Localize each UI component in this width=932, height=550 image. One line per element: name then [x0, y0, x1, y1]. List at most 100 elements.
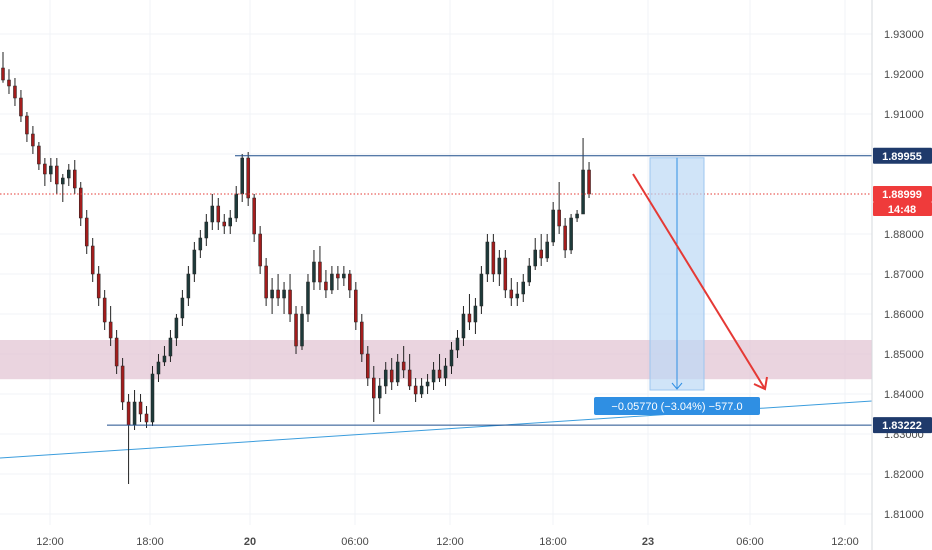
candle-down: [318, 261, 322, 283]
price-tick-label: 1.84000: [884, 389, 924, 401]
candle-down: [252, 197, 256, 235]
demand-zone[interactable]: [0, 340, 872, 380]
candle-down: [114, 337, 119, 367]
candle-up: [533, 249, 537, 267]
candle-down: [563, 225, 567, 251]
time-axis-ticks: 12:00 18:00 20 06:00 12:00 18:00 23 06:00 12:00: [36, 536, 859, 548]
forecast-arrow[interactable]: [632, 173, 768, 391]
candle-down: [43, 163, 47, 175]
candle-down: [78, 187, 83, 219]
candle-up: [174, 317, 179, 339]
candle-down: [354, 289, 358, 323]
countdown-tag: [873, 202, 932, 217]
candle-down: [360, 321, 364, 355]
candle-down: [294, 313, 298, 347]
candle-down: [120, 365, 125, 403]
candle-down: [19, 97, 23, 117]
candle-down: [246, 157, 250, 199]
candle-up: [342, 273, 346, 279]
price-tick-label: 1.88000: [884, 229, 924, 241]
candle-down: [324, 281, 328, 291]
candle-down: [407, 369, 412, 387]
price-axis[interactable]: 1.930001.920001.910001.900001.880001.870…: [871, 0, 924, 550]
candle-up: [180, 297, 185, 319]
candle-up: [300, 313, 304, 347]
candle-up: [228, 217, 232, 227]
price-tick-label: 1.92000: [884, 69, 924, 81]
candle-down: [25, 115, 29, 135]
candle-down: [413, 385, 418, 395]
candle-up: [431, 369, 436, 383]
candle-down: [288, 289, 292, 315]
candle-down: [102, 297, 107, 323]
time-tick-label: 06:00: [736, 536, 764, 548]
price-tick-label: 1.86000: [884, 309, 924, 321]
support-price-tag: [873, 417, 932, 434]
candle-up: [240, 157, 244, 195]
candle-up: [198, 237, 203, 251]
candle-up: [282, 289, 286, 299]
candle-up: [569, 217, 573, 251]
candle-up: [425, 381, 430, 387]
candle-up: [461, 313, 466, 339]
candle-down: [84, 217, 89, 247]
time-axis[interactable]: 12:00 18:00 20 06:00 12:00 18:00 23 06:00 12:00: [36, 536, 859, 548]
candle-up: [67, 169, 71, 179]
candle-down: [13, 85, 17, 99]
candle-up: [156, 361, 161, 375]
candle-down: [55, 165, 59, 185]
candle-down: [31, 133, 35, 147]
candle-down: [144, 413, 149, 423]
candle-down: [539, 249, 543, 259]
price-tags: 1.89955 1.88999 14:48 1.83222: [873, 147, 932, 434]
candle-up: [455, 337, 460, 351]
measure-label-background: [594, 397, 760, 415]
candle-up: [186, 273, 191, 299]
candle-up: [527, 265, 531, 283]
candle-down: [264, 265, 268, 299]
candle-up: [551, 209, 555, 243]
price-tick-label: 1.93000: [884, 29, 924, 41]
candle-down: [108, 321, 113, 339]
candle-up: [150, 373, 155, 423]
candle-up: [210, 205, 215, 223]
candle-up: [485, 241, 490, 275]
time-tick-label: 12:00: [436, 536, 464, 548]
time-tick-label: 06:00: [341, 536, 369, 548]
forecast-arrow-head: [753, 376, 768, 391]
candle-up: [61, 177, 65, 185]
candle-down: [216, 205, 221, 223]
price-axis-ticks: 1.930001.920001.910001.900001.880001.870…: [884, 29, 924, 521]
measure-label: −0.05770 (−3.04%) −577.0: [611, 401, 742, 413]
candle-up: [270, 289, 274, 299]
candle-up: [581, 169, 585, 215]
candle-down: [372, 377, 376, 399]
candle-down: [509, 289, 514, 299]
time-tick-label: 20: [244, 536, 256, 548]
price-tick-label: 1.87000: [884, 269, 924, 281]
candlestick-series: [1, 52, 591, 484]
time-tick-label: 18:00: [539, 536, 567, 548]
candle-up: [168, 337, 173, 357]
support-price-label: 1.83222: [882, 420, 922, 432]
time-tick-label: 18:00: [136, 536, 164, 548]
candle-up: [234, 193, 238, 219]
candle-up: [443, 365, 448, 379]
candle-up: [545, 241, 549, 259]
candle-down: [276, 289, 280, 299]
candle-down: [90, 245, 95, 275]
countdown-label: 14:48: [888, 204, 916, 216]
candle-down: [348, 273, 352, 291]
candle-up: [383, 369, 388, 387]
candle-up: [419, 385, 424, 395]
resistance-price-label: 1.89955: [882, 151, 922, 163]
candle-up: [473, 305, 478, 323]
candle-down: [73, 169, 77, 189]
candle-up: [449, 349, 454, 367]
candle-down: [258, 233, 262, 267]
candle-down: [138, 401, 143, 415]
candle-up: [479, 273, 484, 307]
candle-up: [497, 257, 502, 275]
candle-down: [389, 369, 394, 383]
